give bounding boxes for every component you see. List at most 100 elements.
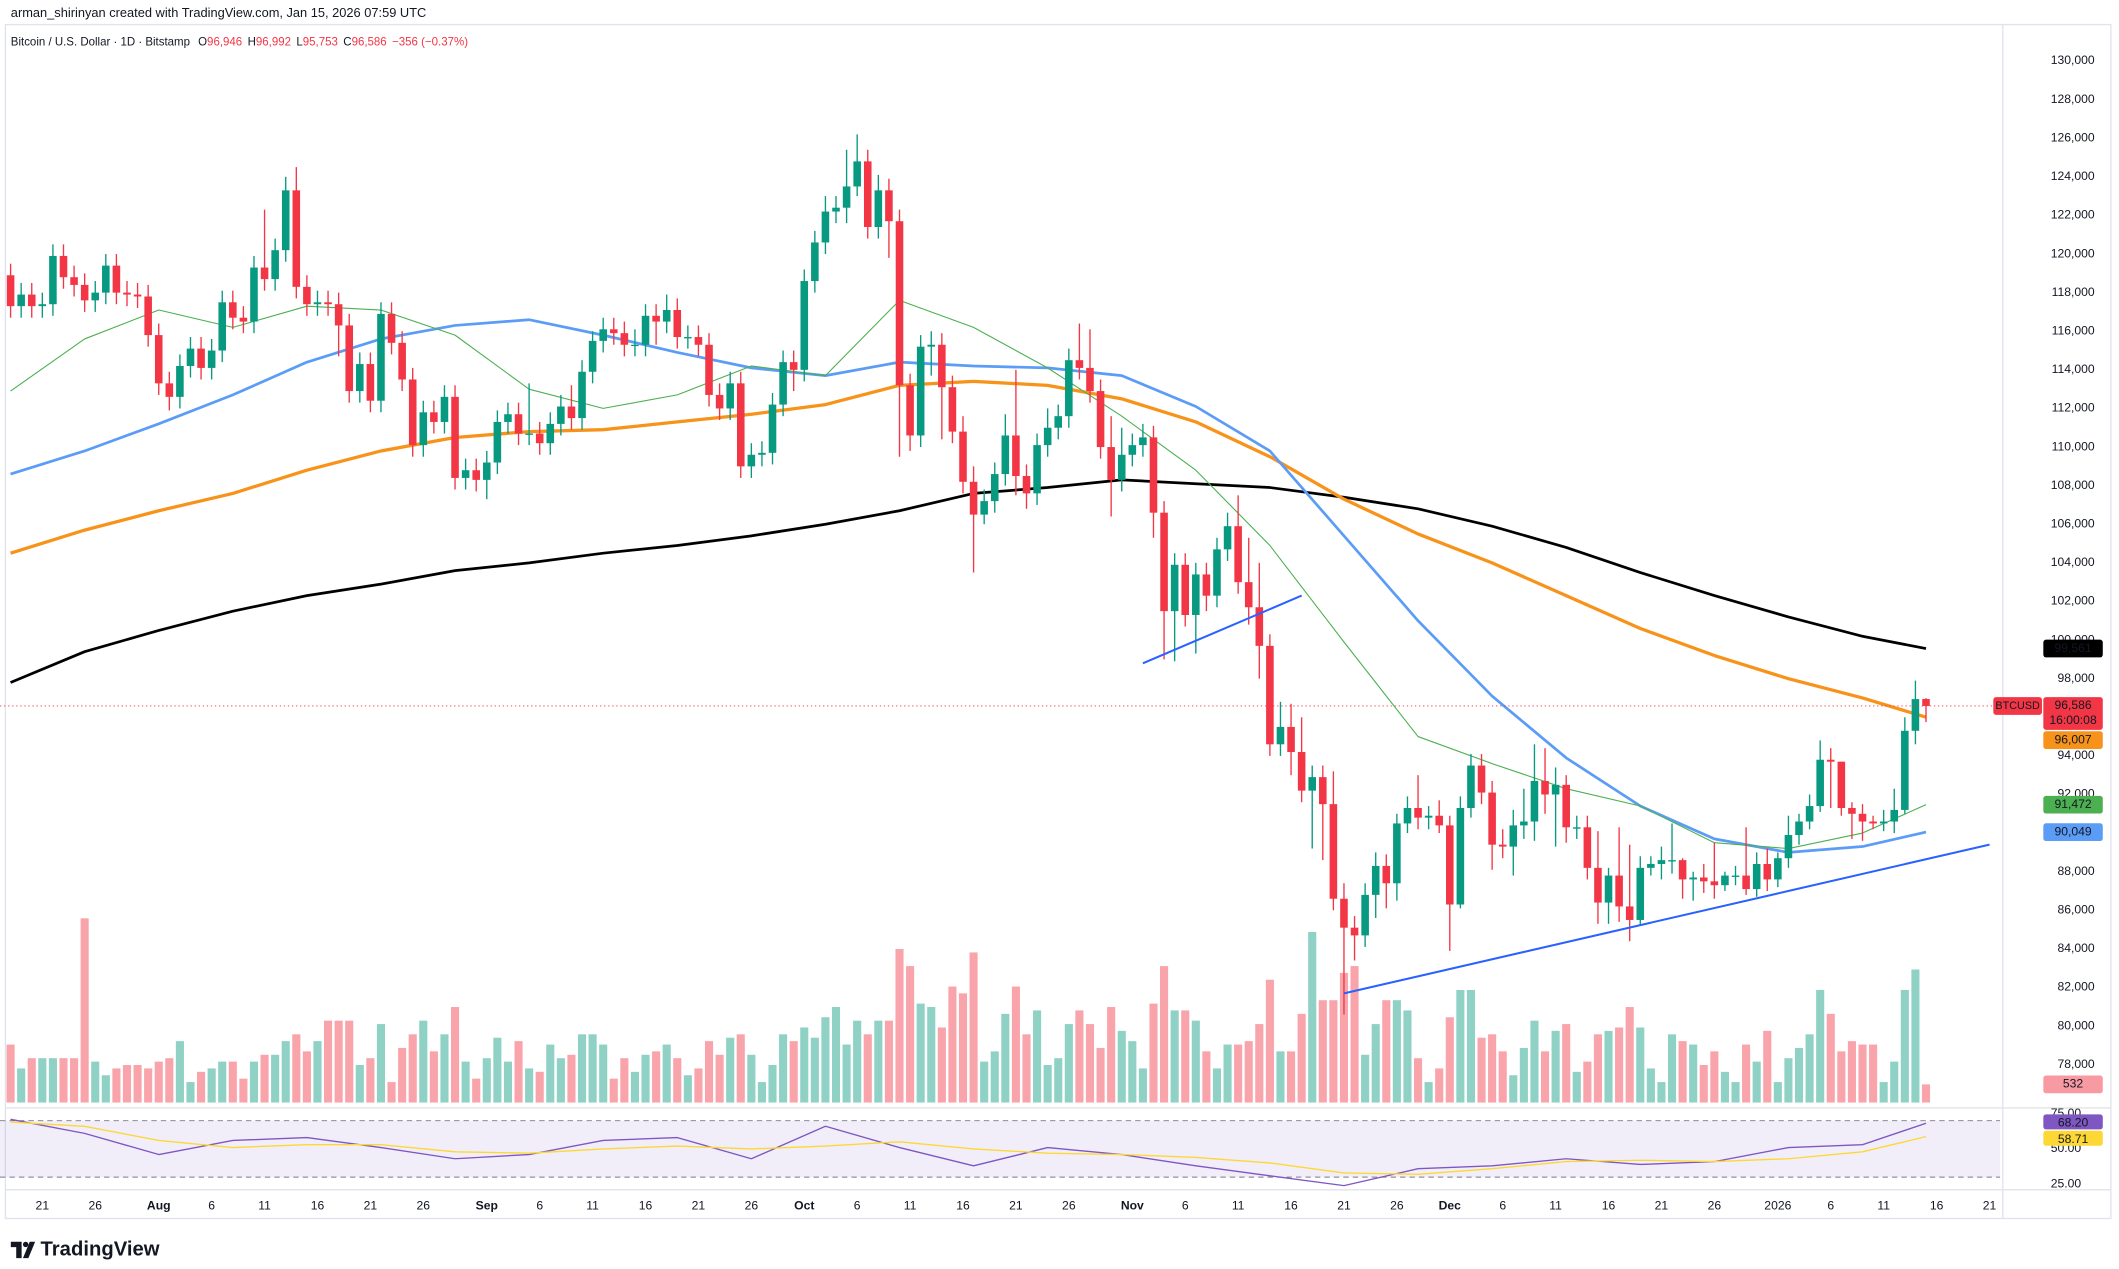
- candle-body: [1742, 875, 1750, 890]
- volume-bar: [1276, 1051, 1285, 1103]
- volume-bar: [525, 1068, 534, 1103]
- volume-bar: [482, 1058, 491, 1103]
- volume-bar: [1361, 1054, 1370, 1103]
- candle-body: [525, 433, 533, 435]
- candle-body: [461, 470, 470, 478]
- volume-bar: [726, 1037, 735, 1103]
- volume-bar: [821, 1017, 830, 1103]
- price-label-box: [2043, 697, 2103, 730]
- volume-bar: [218, 1061, 227, 1103]
- x-tick-label: 11: [1549, 1198, 1562, 1212]
- volume-bar: [450, 1007, 460, 1103]
- volume-bar: [831, 1007, 841, 1103]
- volume-bar: [1033, 1010, 1042, 1103]
- candle-body: [1022, 476, 1031, 494]
- volume-bar: [17, 1068, 26, 1103]
- volume-bar: [1540, 1051, 1550, 1103]
- volume-bar: [503, 1061, 513, 1103]
- candle-body: [472, 470, 480, 480]
- candle-body: [1647, 863, 1655, 868]
- legend-value: 95,753: [303, 36, 338, 48]
- volume-bar: [1530, 1020, 1539, 1103]
- candle-body: [1467, 765, 1475, 809]
- x-tick-label: 16: [311, 1198, 325, 1212]
- candle-body: [430, 412, 438, 422]
- y-tick-label: 122,000: [2051, 208, 2095, 222]
- candle-body: [1879, 821, 1888, 824]
- candle-body: [990, 474, 999, 502]
- y-tick-label: 82,000: [2057, 980, 2094, 994]
- y-tick-label: 86,000: [2057, 903, 2094, 917]
- volume-bar: [387, 1082, 396, 1103]
- volume-bar: [59, 1058, 68, 1103]
- y-tick-label: 126,000: [2051, 130, 2095, 144]
- volume-bar: [715, 1054, 724, 1103]
- volume-bar: [324, 1020, 333, 1103]
- volume-bar: [1731, 1082, 1740, 1103]
- candle-body: [281, 190, 290, 251]
- volume-bar: [461, 1061, 470, 1103]
- candle-body: [1202, 574, 1211, 596]
- candle-body: [440, 396, 449, 422]
- candle-body: [292, 190, 301, 287]
- y-tick-label: 120,000: [2051, 246, 2095, 260]
- volume-bar: [1509, 1075, 1518, 1103]
- volume-bar: [1636, 1027, 1645, 1103]
- volume-bar: [1699, 1065, 1708, 1103]
- volume-bar: [249, 1061, 259, 1103]
- volume-bar: [1816, 989, 1825, 1103]
- moving-average: [10, 318, 1927, 854]
- candle-body: [1858, 813, 1867, 822]
- chart-frame: [4, 23, 2112, 1220]
- candle-body: [1520, 821, 1528, 826]
- volume-bar: [1551, 1030, 1560, 1103]
- volume-bar: [546, 1044, 555, 1103]
- price-label: 91,472: [2054, 797, 2091, 811]
- candle-body: [938, 344, 946, 388]
- volume-bar: [1615, 1027, 1624, 1103]
- y-tick-label: 104,000: [2051, 555, 2095, 569]
- candle-body: [1731, 875, 1740, 877]
- x-tick-label: 16: [1284, 1198, 1298, 1212]
- price-label-box: [2043, 823, 2103, 842]
- candle-body: [1752, 863, 1761, 890]
- candle-body: [684, 337, 692, 339]
- candle-body: [207, 350, 216, 368]
- candle-body: [1562, 784, 1570, 828]
- volume-bar: [1900, 989, 1909, 1103]
- candle-body: [578, 371, 586, 419]
- candle-body: [641, 315, 650, 345]
- candle-body: [1795, 821, 1803, 836]
- candle-body: [1371, 865, 1380, 895]
- candle-body: [1403, 808, 1412, 824]
- volume-bar: [419, 1020, 428, 1103]
- price-label-box: [2043, 731, 2103, 749]
- countdown-label: 16:00:08: [2049, 713, 2097, 727]
- volume-bar: [1339, 972, 1349, 1103]
- volume-bar: [91, 1061, 100, 1103]
- volume-bar: [863, 1034, 872, 1103]
- volume-bar: [1466, 989, 1476, 1103]
- candle-body: [1308, 777, 1317, 791]
- x-tick-label: 6: [536, 1198, 543, 1212]
- volume-bar: [440, 1034, 449, 1103]
- volume-bar: [27, 1058, 36, 1103]
- volume-bar: [1826, 1013, 1835, 1103]
- candle-body: [303, 286, 311, 305]
- candle-body: [1784, 835, 1793, 859]
- candle-body: [229, 302, 237, 318]
- volume-bar: [366, 1058, 375, 1103]
- candle-body: [1488, 792, 1496, 845]
- volume-bar: [1890, 1061, 1899, 1103]
- volume-bar: [1583, 1061, 1592, 1103]
- candle-body: [1117, 454, 1126, 480]
- candle-body: [715, 394, 724, 409]
- volume-bar: [1022, 1034, 1031, 1103]
- volume-bar: [186, 1082, 195, 1103]
- x-tick-label: Sep: [476, 1198, 498, 1212]
- volume-bar: [408, 1034, 417, 1103]
- candle-body: [1615, 875, 1623, 907]
- x-tick-label: 2026: [1764, 1198, 1791, 1212]
- volume-bar: [958, 993, 968, 1103]
